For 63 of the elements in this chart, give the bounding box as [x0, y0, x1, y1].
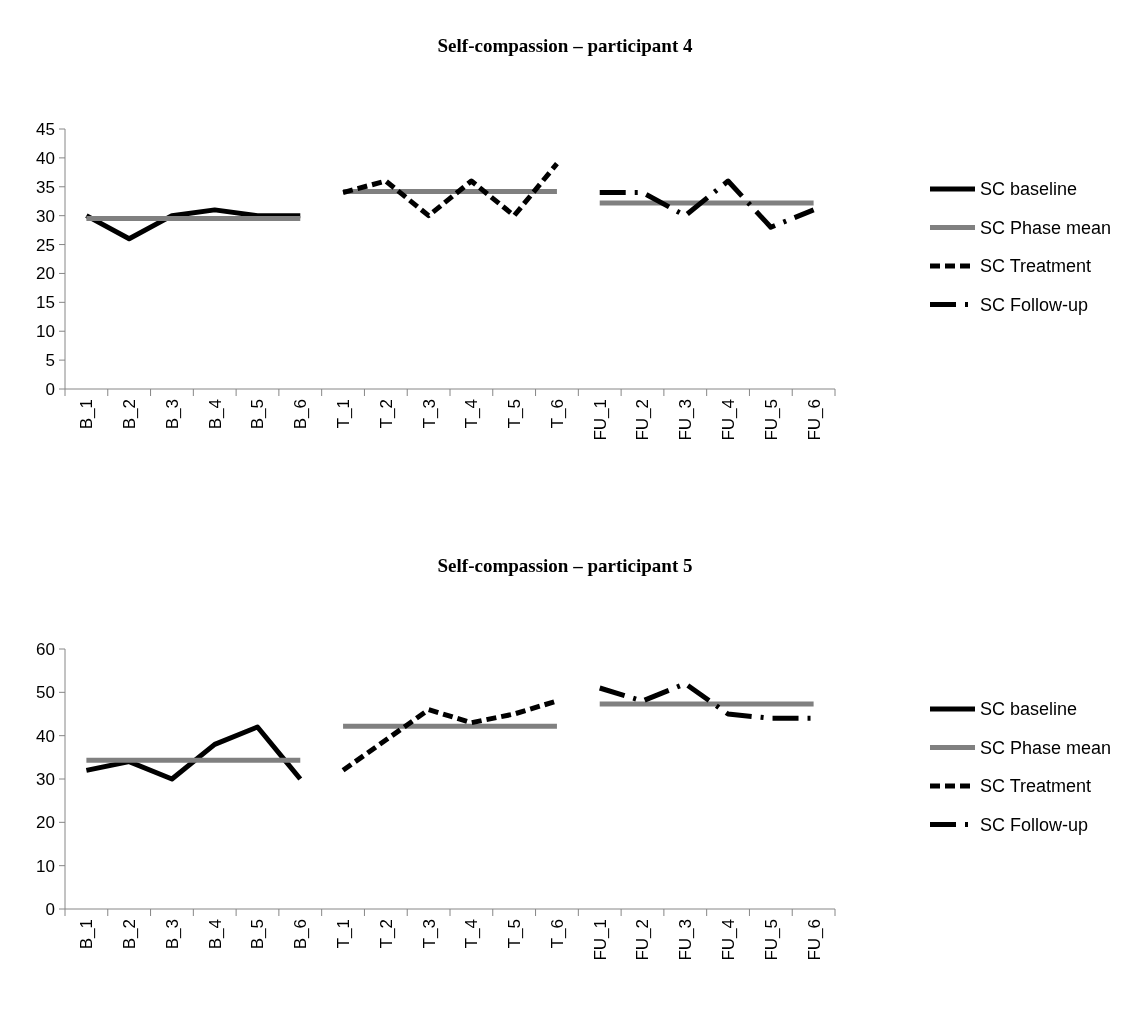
x-tick-label: T_5 — [505, 919, 525, 949]
y-tick-label: 40 — [36, 148, 55, 168]
x-tick-label: FU_2 — [633, 919, 653, 961]
y-tick-label: 20 — [36, 264, 55, 284]
x-tick-label: T_5 — [505, 399, 525, 429]
y-tick-label: 40 — [36, 726, 55, 746]
x-tick-label: T_3 — [419, 399, 439, 429]
legend-label: SC Treatment — [980, 256, 1092, 277]
x-tick-label: FU_6 — [804, 399, 824, 441]
chart-title: Self-compassion – participant 5 — [437, 555, 693, 576]
legend-label: SC baseline — [980, 179, 1078, 200]
y-tick-label: 30 — [36, 769, 55, 789]
legend-label: SC Phase mean — [980, 217, 1112, 238]
chart-title: Self-compassion – participant 4 — [437, 35, 693, 56]
y-tick-label: 45 — [36, 119, 55, 139]
x-tick-label: FU_1 — [590, 399, 610, 441]
x-tick-label: T_6 — [547, 399, 567, 429]
x-tick-label: T_3 — [419, 919, 439, 949]
legend-label: SC Phase mean — [980, 737, 1112, 758]
x-tick-label: T_1 — [334, 919, 354, 949]
y-tick-label: 10 — [36, 856, 55, 876]
x-tick-label: B_2 — [120, 399, 140, 430]
x-tick-label: T_2 — [376, 919, 396, 949]
x-tick-label: B_6 — [291, 919, 311, 950]
x-tick-label: FU_4 — [719, 919, 739, 961]
x-tick-label: B_5 — [248, 399, 268, 430]
x-tick-label: B_6 — [291, 399, 311, 430]
x-tick-label: T_2 — [376, 399, 396, 429]
legend-label: SC baseline — [980, 699, 1078, 720]
x-tick-label: B_5 — [248, 919, 268, 950]
x-tick-label: T_4 — [462, 919, 482, 949]
x-tick-label: FU_3 — [676, 399, 696, 441]
x-tick-label: FU_5 — [761, 399, 781, 441]
x-tick-label: FU_5 — [761, 919, 781, 961]
y-tick-label: 25 — [36, 235, 55, 255]
x-tick-label: FU_6 — [804, 919, 824, 961]
y-tick-label: 35 — [36, 177, 55, 197]
y-tick-label: 50 — [36, 683, 55, 703]
x-tick-label: B_2 — [120, 919, 140, 950]
y-tick-label: 0 — [45, 899, 55, 919]
x-tick-label: B_4 — [205, 919, 225, 950]
x-tick-label: FU_3 — [676, 919, 696, 961]
x-tick-label: B_3 — [162, 919, 182, 950]
x-tick-label: B_4 — [205, 399, 225, 430]
x-tick-label: FU_4 — [719, 399, 739, 441]
x-tick-label: T_4 — [462, 399, 482, 429]
y-tick-label: 20 — [36, 813, 55, 833]
y-tick-label: 30 — [36, 206, 55, 226]
x-tick-label: B_3 — [162, 399, 182, 430]
y-tick-label: 15 — [36, 293, 55, 313]
y-tick-label: 60 — [36, 639, 55, 659]
y-tick-label: 10 — [36, 322, 55, 342]
legend-label: SC Treatment — [980, 776, 1092, 797]
x-tick-label: T_6 — [547, 919, 567, 949]
x-tick-label: B_1 — [77, 919, 97, 950]
y-tick-label: 5 — [45, 351, 55, 371]
y-tick-label: 0 — [45, 379, 55, 399]
legend-label: SC Follow-up — [980, 294, 1089, 315]
x-tick-label: T_1 — [334, 399, 354, 429]
x-tick-label: FU_1 — [590, 919, 610, 961]
x-tick-label: B_1 — [77, 399, 97, 430]
legend-label: SC Follow-up — [980, 814, 1089, 835]
x-tick-label: FU_2 — [633, 399, 653, 441]
